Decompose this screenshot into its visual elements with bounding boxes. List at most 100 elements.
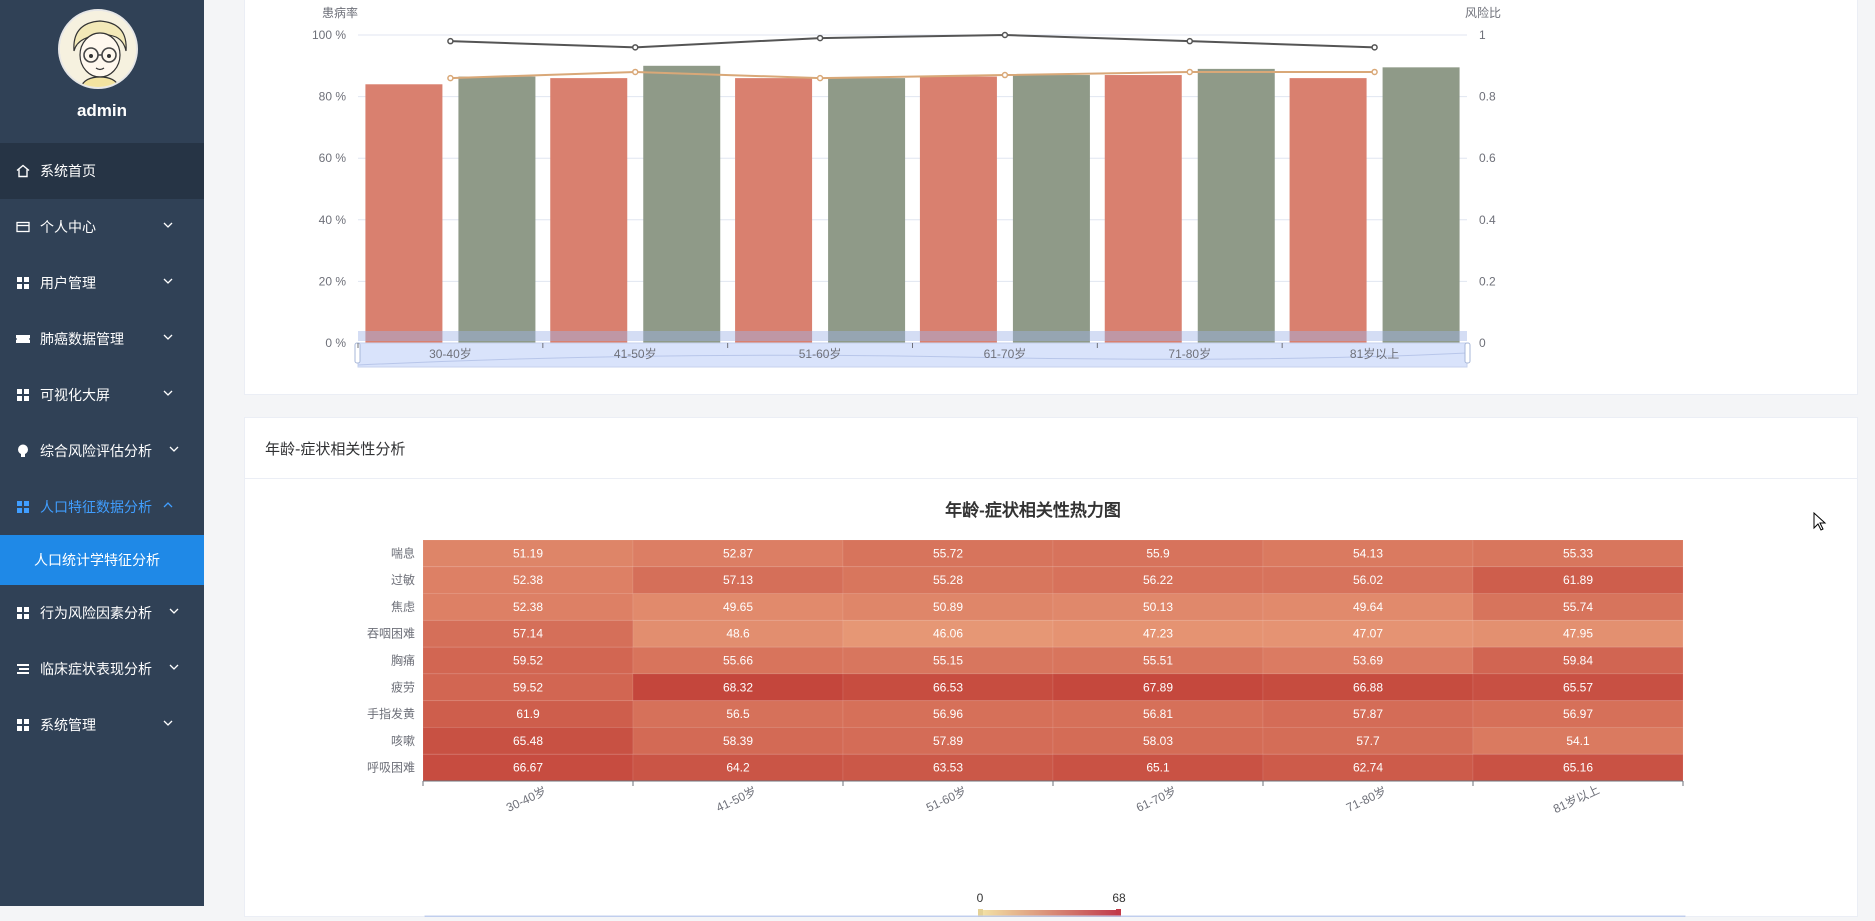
line-point: [1371, 68, 1378, 76]
heatmap-cell: [842, 646, 1054, 675]
heatmap-cell: [1262, 673, 1474, 702]
heatmap-cell-label: 50.13: [1143, 600, 1173, 614]
y-tick-label: 呼吸困难: [367, 761, 415, 775]
heatmap-cell: [632, 726, 844, 755]
x-tick-label: 61-70岁: [984, 346, 1027, 361]
sidebar-item-users[interactable]: 用户管理: [0, 255, 204, 311]
sidebar-menu: 系统首页 个人中心 用户管理 肺癌数据管理 可: [0, 143, 204, 753]
heatmap-cell: [632, 566, 844, 595]
heatmap-cell: [842, 700, 1054, 728]
heatmap-cell: [632, 673, 844, 702]
heatmap-cell-label: 52.87: [723, 546, 753, 560]
x-tick-label: 81岁以上: [1551, 782, 1602, 816]
x-tick-label: 30-40岁: [504, 783, 549, 815]
sidebar-item-label: 可视化大屏: [40, 388, 110, 404]
home-icon: [15, 163, 31, 179]
heatmap-cell: [1472, 619, 1684, 648]
heatmap-cell: [842, 753, 1054, 782]
heatmap-cell: [1472, 646, 1684, 675]
visualmap-min-label: 0: [977, 891, 984, 905]
lightbulb-icon: [15, 443, 31, 459]
y-tick-label: 100 %: [312, 28, 346, 42]
heatmap-cell-label: 68.32: [723, 680, 753, 694]
heatmap-cell-label: 51.19: [513, 546, 543, 560]
heatmap-cell: [1052, 619, 1264, 648]
heatmap-cell: [1262, 593, 1474, 621]
line-point: [447, 37, 454, 45]
heatmap-cell: [1052, 539, 1264, 568]
heatmap-cell-label: 53.69: [1353, 654, 1383, 668]
sidebar-item-label: 个人中心: [40, 220, 96, 236]
heatmap-cell: [1052, 673, 1264, 702]
y-tick-label: 手指发黄: [367, 706, 415, 721]
heatmap-cell-label: 47.07: [1353, 627, 1383, 641]
heatmap-cell-label: 62.74: [1353, 761, 1383, 775]
sidebar-item-home[interactable]: 系统首页: [0, 143, 204, 199]
bar: [1104, 75, 1182, 343]
sidebar-subitem-label: 人口统计学特征分析: [34, 553, 160, 569]
heatmap-cell-label: 46.06: [933, 627, 963, 641]
y-tick-label: 疲劳: [391, 679, 415, 694]
sidebar-item-system[interactable]: 系统管理: [0, 697, 204, 753]
heatmap-cell-label: 67.89: [1143, 680, 1173, 694]
chevron-down-icon: [168, 443, 180, 455]
heatmap-cell-label: 61.9: [516, 707, 540, 721]
heatmap-cell: [632, 619, 844, 648]
heatmap-cell-label: 59.52: [513, 680, 543, 694]
heatmap-cell: [1262, 539, 1474, 568]
prevalence-combo-chart: 100 % 1 80 % 0.8 60 % 0.6 40 % 0.4 20 % 0.2 0 % 0 患病…: [312, 5, 1501, 368]
sidebar-item-label: 用户管理: [40, 276, 96, 292]
line-point: [1001, 71, 1009, 79]
x-tick-label: 51-60岁: [924, 783, 969, 815]
y-tick-label: 过敏: [391, 572, 415, 587]
sidebar-item-lung-data[interactable]: 肺癌数据管理: [0, 311, 204, 367]
heatmap-cell: [422, 539, 634, 568]
username: admin: [76, 101, 128, 120]
heatmap-cell: [842, 726, 1054, 755]
sidebar: admin 系统首页 个人中心 用户管理 肺癌数据管理: [0, 0, 204, 906]
sidebar-item-risk[interactable]: 综合风险评估分析: [0, 423, 204, 479]
heatmap-cell: [842, 593, 1054, 621]
heatmap-cell-label: 61.89: [1563, 573, 1593, 587]
heatmap-cell-label: 47.95: [1563, 627, 1593, 641]
heatmap-cell-label: 49.65: [723, 600, 753, 614]
heatmap-cell: [1472, 593, 1684, 621]
series-line: [450, 33, 1375, 49]
heatmap-cell-label: 65.1: [1146, 761, 1170, 775]
heatmap-cell-label: 57.14: [513, 627, 543, 641]
grid-icon: [15, 605, 31, 621]
y2-tick-label: 0.4: [1479, 213, 1496, 227]
heatmap-cell: [422, 646, 634, 675]
heatmap-cell: [1052, 753, 1264, 782]
bar: [1197, 68, 1275, 343]
heatmap-cell-label: 57.87: [1353, 707, 1383, 721]
x-tick-label: 61-70岁: [1134, 783, 1179, 815]
ticket-icon: [15, 331, 31, 347]
heatmap-cell-label: 58.39: [723, 734, 753, 748]
visualmap-max-label: 68: [1112, 891, 1126, 905]
heatmap-cell: [1262, 646, 1474, 675]
heatmap-cell-label: 63.53: [933, 761, 963, 775]
y2-axis-label: 风险比: [1465, 5, 1501, 20]
sidebar-item-profile[interactable]: 个人中心: [0, 199, 204, 255]
sidebar-subitem-demographics[interactable]: 人口统计学特征分析: [0, 535, 204, 585]
series-line: [450, 70, 1375, 80]
bar: [1289, 78, 1367, 344]
datazoom-handle-right: [1464, 342, 1471, 364]
sidebar-item-behavior[interactable]: 行为风险因素分析: [0, 585, 204, 641]
heatmap-cell-label: 65.57: [1563, 680, 1593, 694]
y-tick-label: 40 %: [319, 213, 347, 227]
x-tick-label: 51-60岁: [799, 346, 842, 361]
grid-icon: [15, 499, 31, 515]
sidebar-item-clinical[interactable]: 临床症状表现分析: [0, 641, 204, 697]
avatar[interactable]: [58, 9, 138, 89]
heatmap-cell-label: 56.02: [1353, 573, 1383, 587]
heatmap-cell: [1472, 726, 1684, 755]
sidebar-item-population[interactable]: 人口特征数据分析: [0, 479, 204, 535]
y-tick-label: 80 %: [319, 90, 347, 104]
heatmap-cell: [632, 539, 844, 568]
line-point: [632, 68, 639, 76]
sidebar-item-dashboard[interactable]: 可视化大屏: [0, 367, 204, 423]
heatmap-cell-label: 64.2: [726, 761, 750, 775]
heatmap-cell-label: 57.89: [933, 734, 963, 748]
